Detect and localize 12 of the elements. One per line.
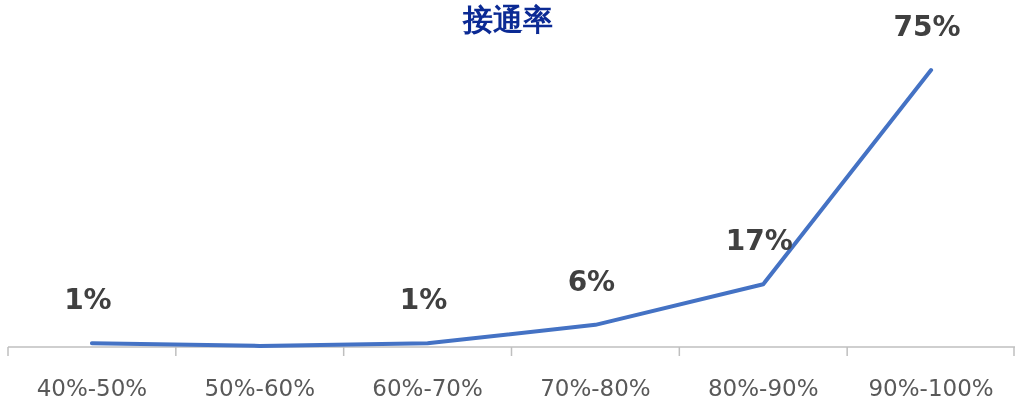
data-label: 1% bbox=[399, 283, 448, 317]
x-tick-label: 50%-60% bbox=[204, 375, 316, 401]
x-tick-label: 80%-90% bbox=[707, 375, 819, 401]
data-label: 75% bbox=[893, 10, 961, 43]
data-label: 1% bbox=[64, 283, 112, 317]
data-label: 17% bbox=[725, 224, 793, 258]
data-label: 6% bbox=[567, 264, 616, 298]
chart-title: 接通率 bbox=[461, 2, 553, 37]
x-tick-label: 90%-100% bbox=[868, 375, 994, 401]
x-tick-label: 60%-70% bbox=[372, 375, 483, 401]
x-tick-label: 40%-50% bbox=[36, 375, 148, 401]
x-tick-label: 70%-80% bbox=[540, 375, 651, 401]
